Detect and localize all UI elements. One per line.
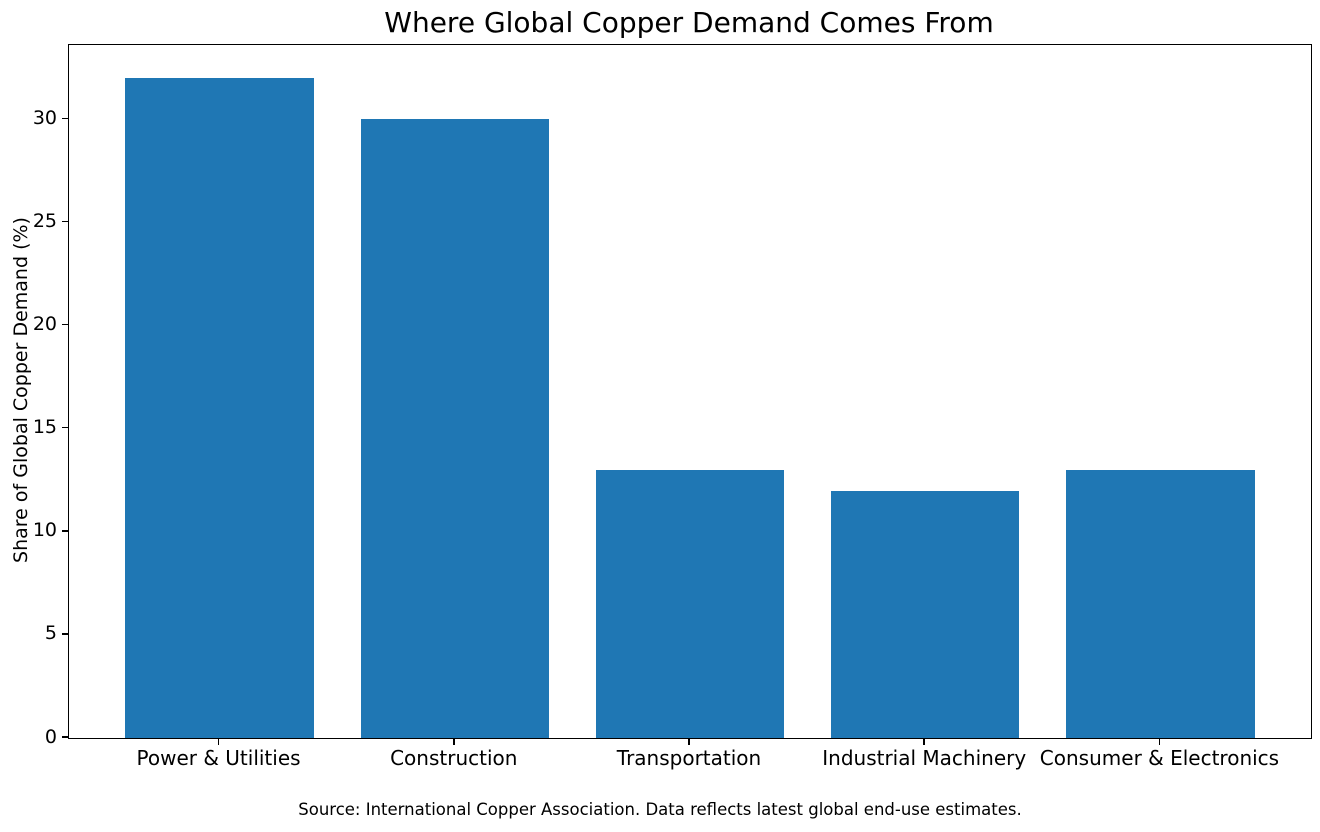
x-tick-mark bbox=[923, 738, 925, 745]
x-tick-label: Transportation bbox=[616, 746, 762, 770]
y-tick-label: 15 bbox=[32, 416, 57, 439]
plot-area bbox=[68, 44, 1312, 739]
y-tick-label: 30 bbox=[32, 106, 57, 129]
y-tick-label: 20 bbox=[32, 313, 57, 335]
x-tick-label: Industrial Machinery bbox=[822, 746, 1027, 770]
bar bbox=[831, 490, 1020, 738]
source-note: Source: International Copper Association… bbox=[298, 800, 1022, 819]
y-tick-mark bbox=[62, 426, 68, 429]
y-tick-label: 25 bbox=[32, 209, 57, 232]
x-tick-mark bbox=[1158, 738, 1161, 745]
chart-title: Where Global Copper Demand Comes From bbox=[384, 6, 994, 39]
y-tick-mark bbox=[62, 530, 68, 532]
y-tick-label: 10 bbox=[32, 519, 57, 542]
y-tick-mark bbox=[62, 633, 68, 635]
y-tick-mark bbox=[62, 220, 68, 223]
x-tick-mark bbox=[688, 738, 690, 745]
y-tick-mark bbox=[62, 736, 68, 738]
bar bbox=[595, 469, 785, 738]
y-tick-mark bbox=[62, 117, 68, 119]
x-tick-mark bbox=[453, 738, 455, 745]
x-tick-label: Consumer & Electronics bbox=[1039, 746, 1280, 770]
x-tick-mark bbox=[217, 738, 220, 745]
x-tick-label: Construction bbox=[390, 746, 518, 770]
y-tick-label: 5 bbox=[44, 622, 57, 645]
bar bbox=[360, 119, 549, 738]
y-axis-label: Share of Global Copper Demand (%) bbox=[10, 217, 32, 563]
y-tick-mark bbox=[62, 323, 68, 326]
bar bbox=[1066, 469, 1255, 738]
x-tick-label: Power & Utilities bbox=[136, 746, 301, 770]
bar bbox=[125, 78, 314, 738]
y-tick-label: 0 bbox=[44, 725, 57, 748]
